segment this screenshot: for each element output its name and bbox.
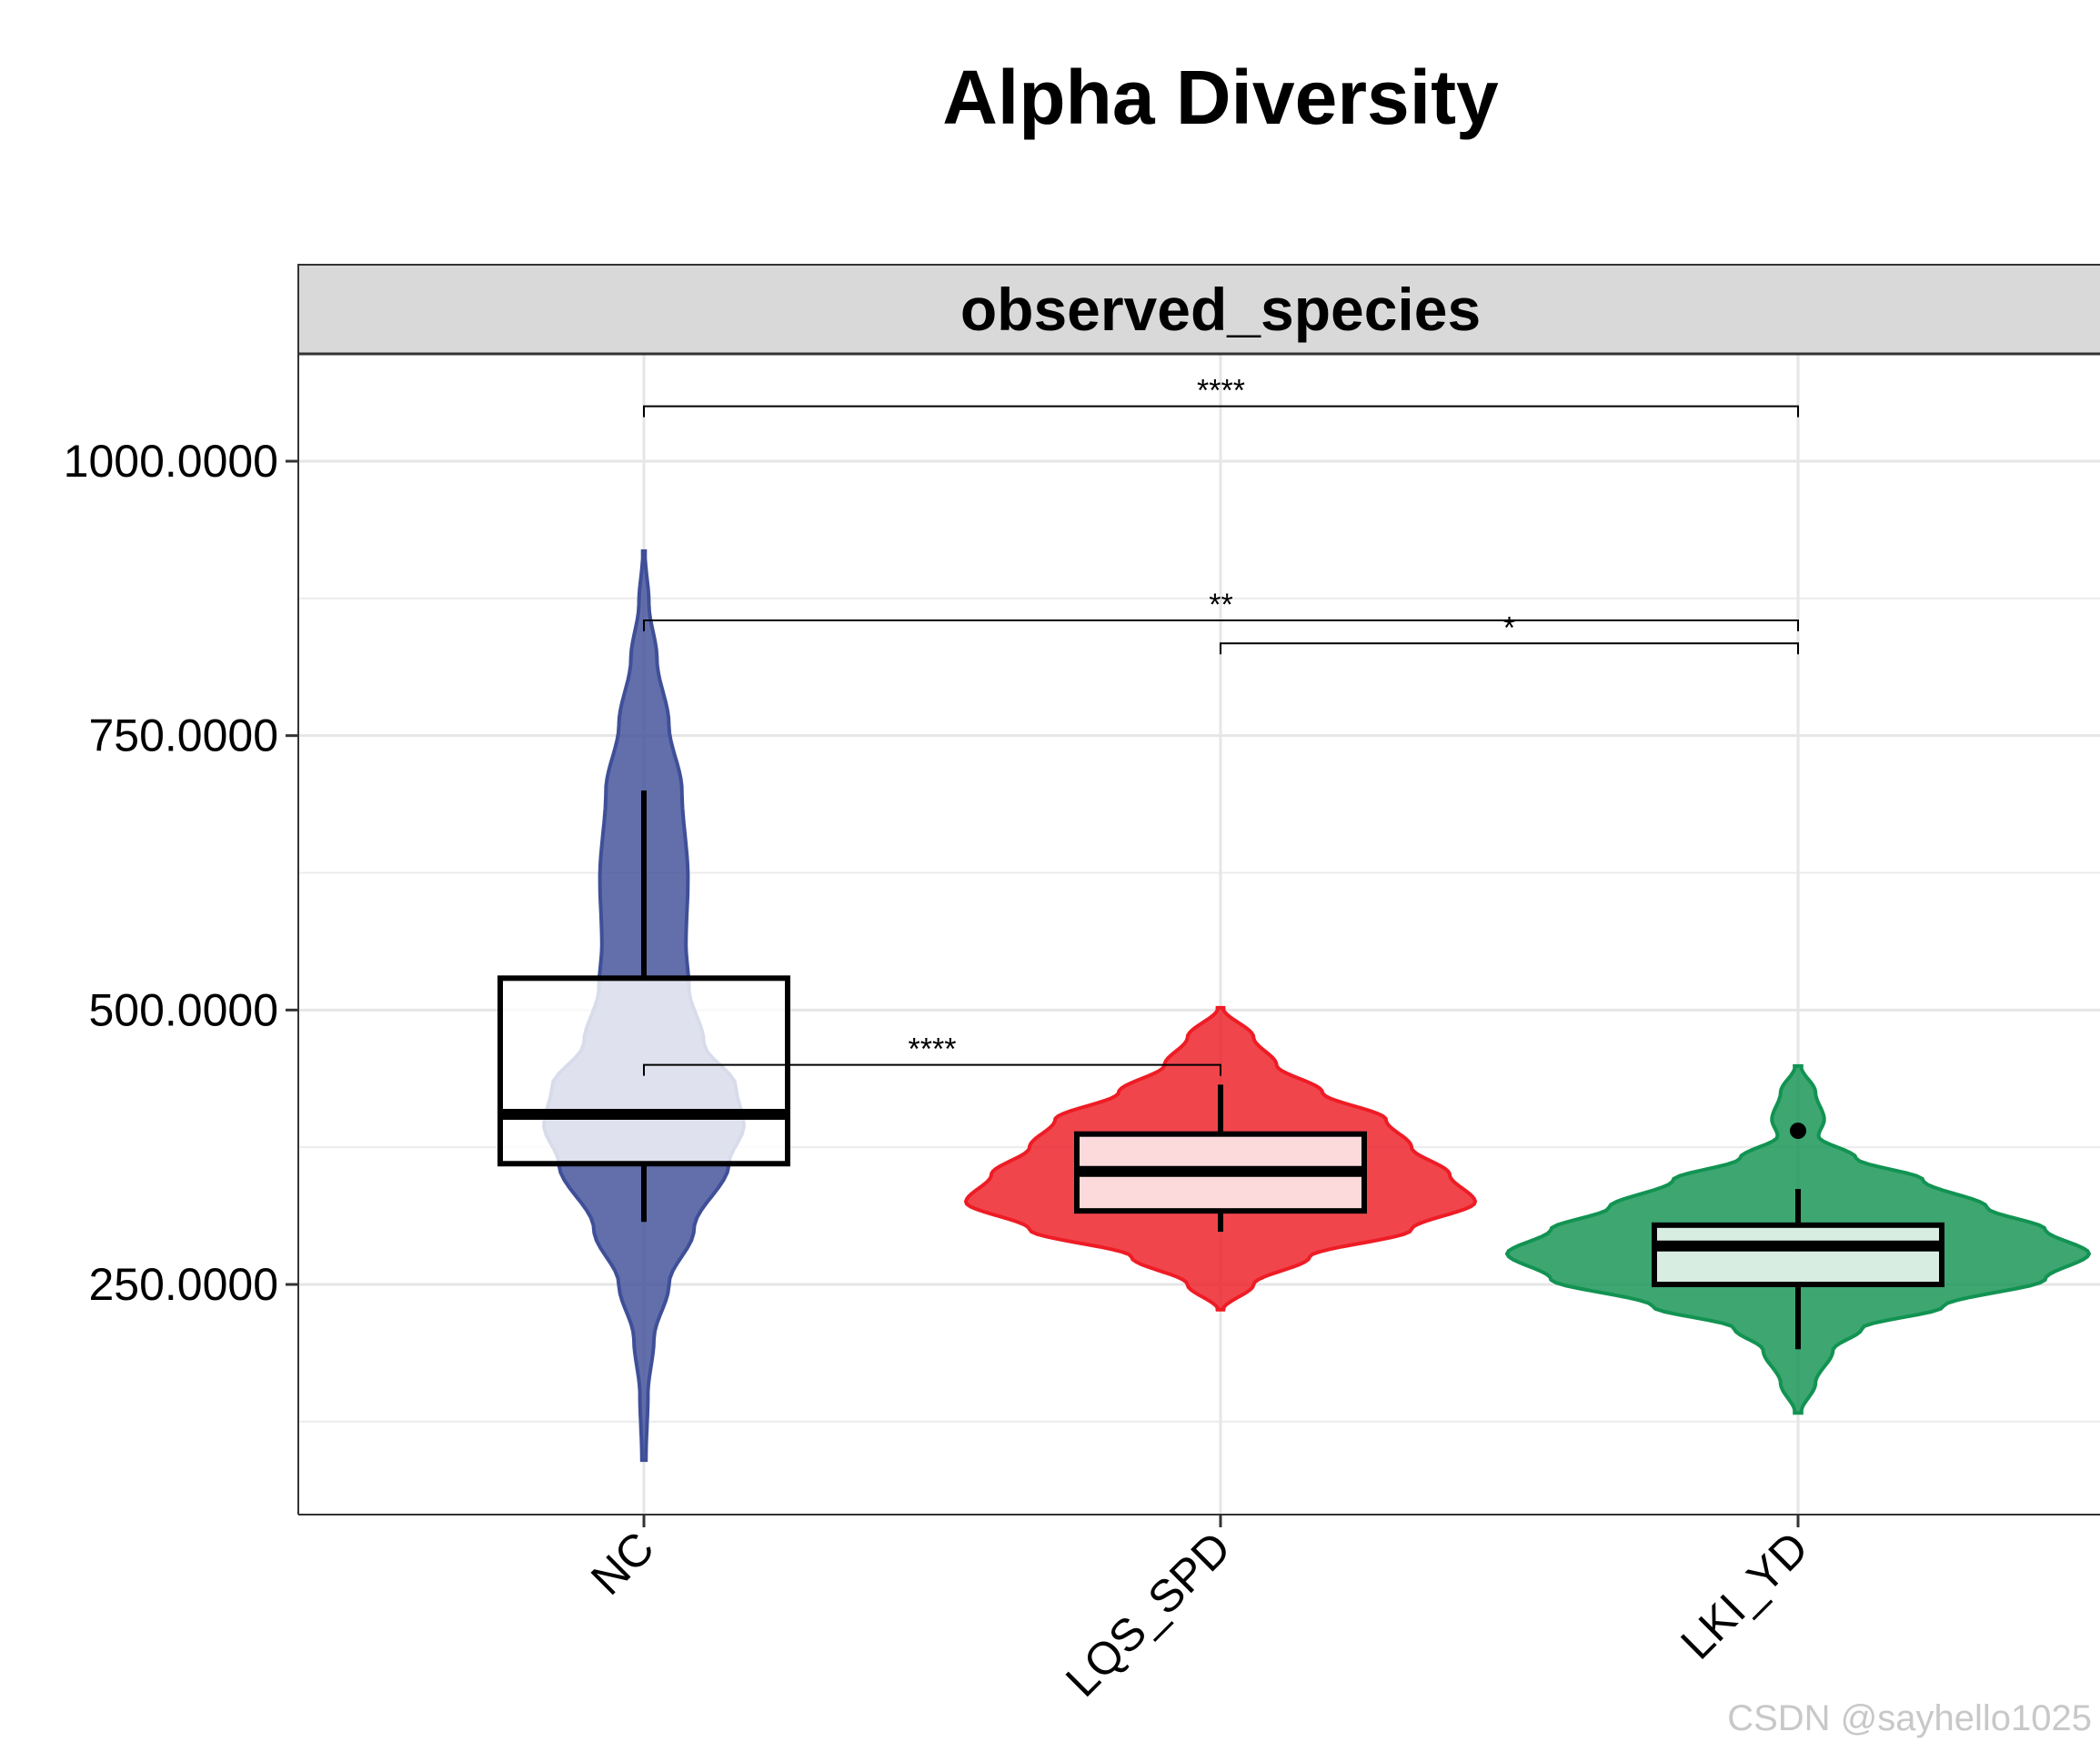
outlier-lki-yd xyxy=(1790,1123,1806,1140)
box-lki-yd xyxy=(1652,1222,1944,1287)
y-tick-label: 250.0000 xyxy=(88,1259,278,1310)
comparison-label: * xyxy=(1503,610,1515,645)
comparison-bracket xyxy=(1220,642,1799,655)
y-tick-label: 500.0000 xyxy=(88,984,278,1035)
comparison-bracket xyxy=(643,619,1799,631)
x-tick-label: LQS_SPD xyxy=(1056,1522,1241,1707)
facet-label: observed_species xyxy=(960,276,1481,343)
comparison-bracket xyxy=(643,405,1799,418)
comparison-label: ** xyxy=(1209,588,1232,622)
comparison-bracket xyxy=(643,1063,1221,1076)
comparison-label: **** xyxy=(1197,374,1245,408)
chart-title: Alpha Diversity xyxy=(942,55,1499,140)
y-tick-label: 1000.0000 xyxy=(64,436,278,487)
significance-brackets: *********** xyxy=(643,374,1799,1076)
facet-strip xyxy=(297,264,2100,355)
grid-lines xyxy=(298,354,2100,1515)
comparison-label: **** xyxy=(909,1032,957,1067)
y-tick-label: 750.0000 xyxy=(88,710,278,761)
watermark: CSDN @sayhello1025 xyxy=(1727,1698,2092,1738)
x-tick-label: LKI_YD xyxy=(1671,1522,1817,1668)
x-tick-label: NC xyxy=(581,1522,664,1605)
